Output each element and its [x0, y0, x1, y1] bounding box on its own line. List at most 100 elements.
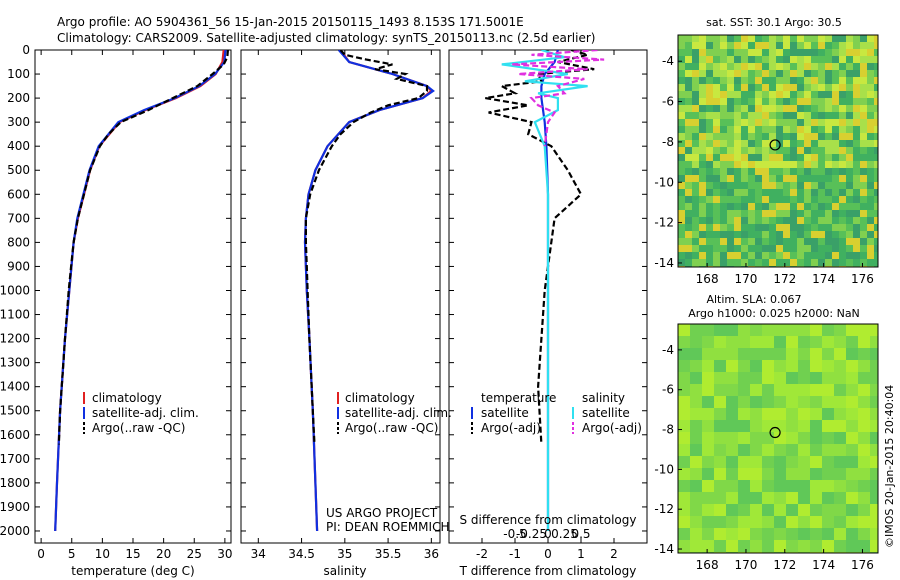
- map-cell: [706, 49, 713, 56]
- map-cell: [776, 119, 783, 126]
- map-cell: [714, 336, 726, 348]
- map-cell: [734, 70, 741, 77]
- map-cell: [818, 154, 825, 161]
- map-cell: [738, 336, 750, 348]
- map-cell: [790, 238, 797, 245]
- map-cell: [783, 84, 790, 91]
- map-cell: [846, 324, 858, 336]
- map-cell: [706, 77, 713, 84]
- map-cell: [678, 140, 685, 147]
- map-cell: [774, 336, 786, 348]
- map-cell: [726, 492, 738, 504]
- map-cell: [706, 98, 713, 105]
- map-x-tick-label: 174: [812, 558, 835, 572]
- map-cell: [860, 56, 867, 63]
- map-cell: [685, 112, 692, 119]
- legend-salinity-title: salinity: [582, 391, 625, 405]
- map-cell: [853, 84, 860, 91]
- map-cell: [714, 444, 726, 456]
- map-cell: [706, 35, 713, 42]
- map-cell: [797, 168, 804, 175]
- map-cell: [810, 432, 822, 444]
- map-cell: [748, 259, 755, 266]
- map-cell: [776, 42, 783, 49]
- map-cell: [702, 504, 714, 516]
- map-cell: [762, 384, 774, 396]
- map-cell: [874, 259, 878, 266]
- map-cell: [832, 196, 839, 203]
- map-cell: [783, 182, 790, 189]
- map-cell: [832, 210, 839, 217]
- map-cell: [853, 154, 860, 161]
- map-cell: [692, 126, 699, 133]
- map-cell: [774, 540, 786, 552]
- map-cell: [832, 119, 839, 126]
- map-cell: [804, 140, 811, 147]
- map-cell: [834, 480, 846, 492]
- map-cell: [834, 384, 846, 396]
- map-cell: [755, 126, 762, 133]
- map-cell: [825, 147, 832, 154]
- map-cell: [750, 348, 762, 360]
- map-cell: [810, 468, 822, 480]
- map-cell: [804, 49, 811, 56]
- map-cell: [720, 147, 727, 154]
- map-cell: [741, 70, 748, 77]
- y-tick-label: 900: [7, 259, 30, 273]
- map-cell: [783, 98, 790, 105]
- map-cell: [685, 210, 692, 217]
- map-cell: [874, 231, 878, 238]
- map-cell: [790, 147, 797, 154]
- map-cell: [738, 420, 750, 432]
- map-cell: [699, 112, 706, 119]
- map-cell: [714, 384, 726, 396]
- map-cell: [750, 336, 762, 348]
- map-cell: [810, 456, 822, 468]
- map-cell: [755, 140, 762, 147]
- map-cell: [783, 175, 790, 182]
- map-cell: [804, 63, 811, 70]
- map-cell: [706, 91, 713, 98]
- map-cell: [867, 252, 874, 259]
- map-cell: [790, 63, 797, 70]
- map-cell: [853, 210, 860, 217]
- map-cell: [825, 126, 832, 133]
- x-tick-label: 20: [156, 547, 171, 561]
- map-cell: [860, 91, 867, 98]
- map-cell: [846, 189, 853, 196]
- map-cell: [762, 408, 774, 420]
- map-cell: [832, 224, 839, 231]
- map-cell: [804, 259, 811, 266]
- map-cell: [727, 238, 734, 245]
- map-cell: [786, 348, 798, 360]
- map-cell: [832, 154, 839, 161]
- map-cell: [714, 540, 726, 552]
- map-cell: [804, 210, 811, 217]
- map-cell: [748, 70, 755, 77]
- map-cell: [825, 189, 832, 196]
- map-cell: [797, 126, 804, 133]
- map-cell: [741, 112, 748, 119]
- map-cell: [755, 56, 762, 63]
- map-cell: [874, 238, 878, 245]
- map-cell: [832, 203, 839, 210]
- map-cell: [846, 126, 853, 133]
- map-cell: [699, 70, 706, 77]
- map-cell: [797, 147, 804, 154]
- map-cell: [678, 336, 690, 348]
- map-cell: [734, 238, 741, 245]
- sla-map-title-line2: Argo h1000: 0.025 h2000: NaN: [688, 307, 860, 320]
- map-cell: [839, 175, 846, 182]
- map-cell: [741, 98, 748, 105]
- map-cell: [720, 161, 727, 168]
- map-cell: [734, 112, 741, 119]
- map-cell: [748, 77, 755, 84]
- map-cell: [870, 336, 878, 348]
- map-cell: [776, 210, 783, 217]
- map-cell: [750, 384, 762, 396]
- map-cell: [727, 224, 734, 231]
- map-cell: [699, 126, 706, 133]
- map-cell: [776, 175, 783, 182]
- legend-argo: Argo(..raw -QC): [92, 421, 185, 435]
- map-cell: [755, 217, 762, 224]
